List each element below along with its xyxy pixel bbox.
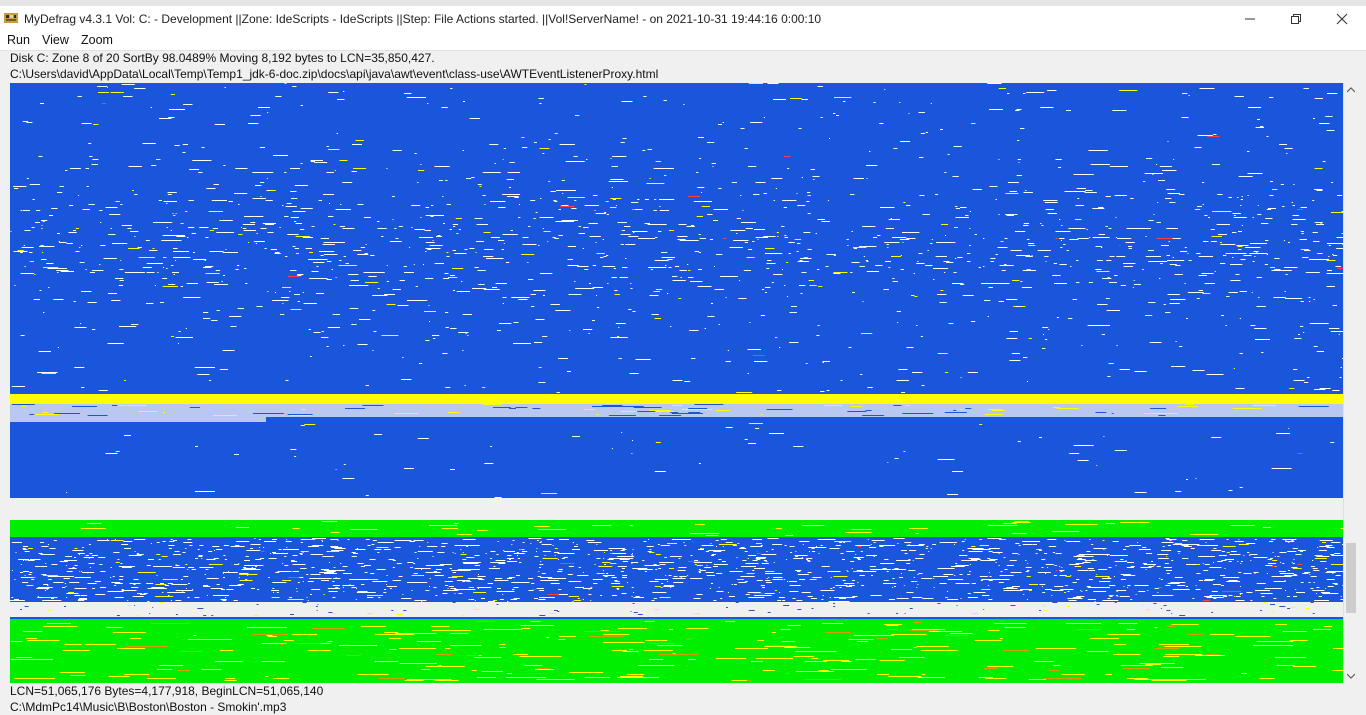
menu-run[interactable]: Run bbox=[7, 33, 30, 47]
menu-bar: Run View Zoom bbox=[0, 32, 1366, 51]
minimize-icon bbox=[1245, 18, 1255, 20]
scroll-up-arrow[interactable] bbox=[1344, 83, 1358, 97]
window-title: MyDefrag v4.3.1 Vol: C: - Development ||… bbox=[24, 12, 822, 26]
scroll-thumb[interactable] bbox=[1346, 543, 1356, 613]
chevron-down-icon bbox=[1347, 673, 1355, 679]
menu-view[interactable]: View bbox=[42, 33, 69, 47]
current-file-path: C:\Users\david\AppData\Local\Temp\Temp1_… bbox=[10, 67, 659, 81]
vertical-scrollbar[interactable] bbox=[1343, 83, 1358, 683]
progress-status: Disk C: Zone 8 of 20 SortBy 98.0489% Mov… bbox=[10, 51, 435, 65]
restore-button[interactable] bbox=[1273, 6, 1319, 32]
hover-file-path: C:\MdmPc14\Music\B\Boston\Boston - Smoki… bbox=[10, 700, 287, 714]
title-bar: MyDefrag v4.3.1 Vol: C: - Development ||… bbox=[0, 6, 1366, 32]
close-button[interactable] bbox=[1319, 6, 1365, 32]
minimize-button[interactable] bbox=[1227, 6, 1273, 32]
cluster-info: LCN=51,065,176 Bytes=4,177,918, BeginLCN… bbox=[10, 684, 324, 698]
restore-icon bbox=[1291, 14, 1301, 24]
disk-cluster-map[interactable] bbox=[10, 83, 1343, 683]
disk-cluster-map-canvas bbox=[10, 83, 1343, 683]
close-icon bbox=[1336, 13, 1348, 25]
mydefrag-app-icon bbox=[4, 13, 18, 23]
scroll-down-arrow[interactable] bbox=[1344, 669, 1358, 683]
chevron-up-icon bbox=[1347, 87, 1355, 93]
menu-zoom[interactable]: Zoom bbox=[81, 33, 113, 47]
